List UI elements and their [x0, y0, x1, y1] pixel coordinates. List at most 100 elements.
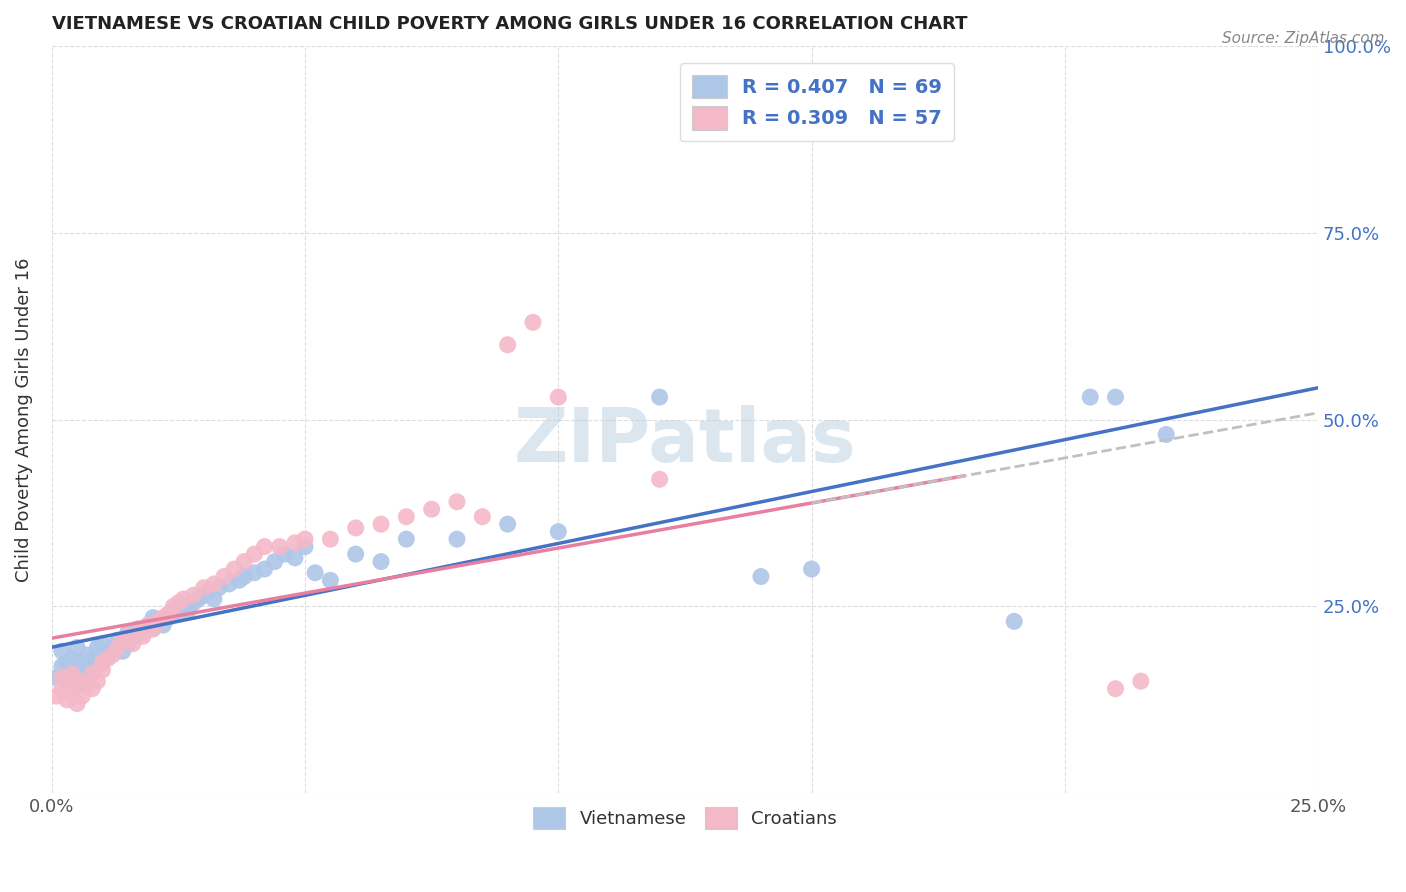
Text: Source: ZipAtlas.com: Source: ZipAtlas.com: [1222, 31, 1385, 46]
Point: [121, 629, 143, 643]
Point: [284, 550, 307, 565]
Point: [294, 532, 316, 546]
Point: [66, 678, 89, 692]
Point: [167, 607, 190, 621]
Point: [56, 693, 79, 707]
Point: [91, 663, 114, 677]
Point: [91, 656, 114, 670]
Point: [187, 591, 209, 606]
Point: [344, 521, 367, 535]
Point: [132, 629, 155, 643]
Point: [172, 599, 194, 614]
Point: [117, 629, 139, 643]
Point: [111, 633, 134, 648]
Point: [82, 681, 104, 696]
Point: [1104, 390, 1126, 404]
Point: [263, 555, 285, 569]
Text: VIETNAMESE VS CROATIAN CHILD POVERTY AMONG GIRLS UNDER 16 CORRELATION CHART: VIETNAMESE VS CROATIAN CHILD POVERTY AMO…: [52, 15, 967, 33]
Point: [45, 689, 67, 703]
Point: [101, 640, 124, 655]
Point: [1078, 390, 1101, 404]
Point: [60, 666, 83, 681]
Point: [547, 390, 569, 404]
Point: [56, 656, 79, 670]
Point: [142, 610, 165, 624]
Point: [86, 674, 108, 689]
Point: [146, 615, 169, 629]
Point: [91, 656, 114, 670]
Point: [233, 555, 256, 569]
Point: [56, 674, 79, 689]
Point: [167, 596, 190, 610]
Point: [208, 581, 231, 595]
Point: [193, 588, 215, 602]
Point: [96, 652, 118, 666]
Point: [269, 540, 291, 554]
Point: [66, 663, 89, 677]
Point: [522, 315, 544, 329]
Point: [183, 596, 205, 610]
Point: [344, 547, 367, 561]
Point: [193, 581, 215, 595]
Point: [183, 588, 205, 602]
Point: [152, 610, 174, 624]
Point: [648, 472, 671, 486]
Point: [304, 566, 326, 580]
Point: [152, 618, 174, 632]
Point: [117, 625, 139, 640]
Point: [648, 390, 671, 404]
Point: [370, 517, 392, 532]
Point: [70, 689, 93, 703]
Point: [212, 569, 235, 583]
Point: [496, 517, 519, 532]
Point: [51, 681, 73, 696]
Point: [172, 591, 194, 606]
Point: [1104, 681, 1126, 696]
Point: [101, 648, 124, 662]
Point: [749, 569, 772, 583]
Point: [136, 618, 159, 632]
Point: [800, 562, 823, 576]
Point: [157, 607, 180, 621]
Point: [66, 678, 89, 692]
Point: [370, 555, 392, 569]
Point: [1154, 427, 1177, 442]
Point: [45, 670, 67, 684]
Point: [136, 618, 159, 632]
Point: [60, 685, 83, 699]
Point: [274, 547, 297, 561]
Point: [202, 577, 225, 591]
Point: [91, 637, 114, 651]
Point: [86, 640, 108, 655]
Point: [142, 622, 165, 636]
Point: [395, 509, 418, 524]
Point: [70, 674, 93, 689]
Point: [253, 540, 276, 554]
Point: [56, 674, 79, 689]
Point: [51, 670, 73, 684]
Point: [132, 625, 155, 640]
Point: [233, 569, 256, 583]
Point: [294, 540, 316, 554]
Point: [76, 678, 98, 692]
Point: [127, 625, 149, 640]
Point: [117, 637, 139, 651]
Point: [202, 591, 225, 606]
Point: [224, 562, 246, 576]
Point: [446, 532, 468, 546]
Point: [243, 547, 266, 561]
Point: [51, 644, 73, 658]
Point: [162, 599, 184, 614]
Point: [107, 633, 129, 648]
Point: [547, 524, 569, 539]
Point: [66, 697, 89, 711]
Point: [82, 652, 104, 666]
Point: [82, 666, 104, 681]
Point: [253, 562, 276, 576]
Point: [86, 659, 108, 673]
Legend: Vietnamese, Croatians: Vietnamese, Croatians: [526, 800, 845, 837]
Point: [60, 666, 83, 681]
Point: [111, 644, 134, 658]
Point: [496, 337, 519, 351]
Point: [284, 536, 307, 550]
